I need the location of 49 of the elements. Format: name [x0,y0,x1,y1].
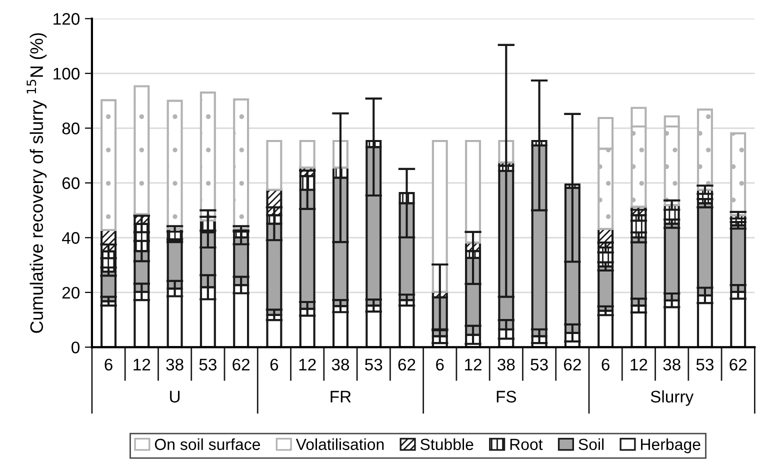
legend-label: Herbage [641,438,700,454]
text: Slurry [650,390,694,406]
x-tick-label: 62 [730,358,747,371]
x-tick-label: 6 [104,358,112,371]
bar [200,92,216,222]
text: FS [496,390,516,403]
text: U [170,390,180,403]
y-axis-title: Cumulative recovery of slurry $^{15}$N (%) [26,33,47,333]
legend-label: Volatilisation [296,438,384,450]
x-tick-label: 38 [498,358,515,371]
y-tick-label: 60 [62,177,80,190]
y-tick-label: 40 [62,232,80,244]
x-tick-label: 12 [465,358,482,370]
x-tick-label: 53 [696,358,714,371]
x-tick-label: 6 [436,358,444,371]
y-tick-label: 0 [72,342,80,354]
x-tick-label: 6 [270,358,278,371]
x-tick-label: 38 [332,358,350,371]
y-tick-label: 20 [62,286,80,299]
bar [730,132,746,216]
bar [134,85,150,216]
text: FR [330,390,351,402]
bar [299,140,316,169]
bar [166,100,183,230]
x-tick-label: 62 [232,358,250,371]
x-tick-label: 6 [602,358,610,371]
bar [233,98,250,230]
bar [432,140,448,293]
x-tick-label: 38 [663,358,680,371]
legend-label: Soil [578,438,604,450]
x-tick-label: 53 [530,358,548,371]
x-tick-label: 53 [365,358,382,371]
legend-label: On soil surface [154,438,260,450]
bar [100,99,117,232]
x-tick-label: 12 [630,358,648,370]
x-tick-label: 62 [564,358,581,371]
x-tick-label: 12 [134,358,150,370]
bar [465,140,482,244]
legend-label: Stubble [420,438,474,450]
y-tick-label: 120 [54,13,80,25]
bar [266,140,282,191]
bar [696,108,713,191]
x-tick-label: 38 [166,358,184,371]
x-tick-label: 62 [398,358,416,371]
x-tick-label: 53 [199,358,216,371]
x-tick-label: 12 [299,358,316,370]
y-tick-label: 80 [62,122,80,134]
y-tick-label: 100 [54,68,80,80]
legend-label: Root [510,438,543,450]
